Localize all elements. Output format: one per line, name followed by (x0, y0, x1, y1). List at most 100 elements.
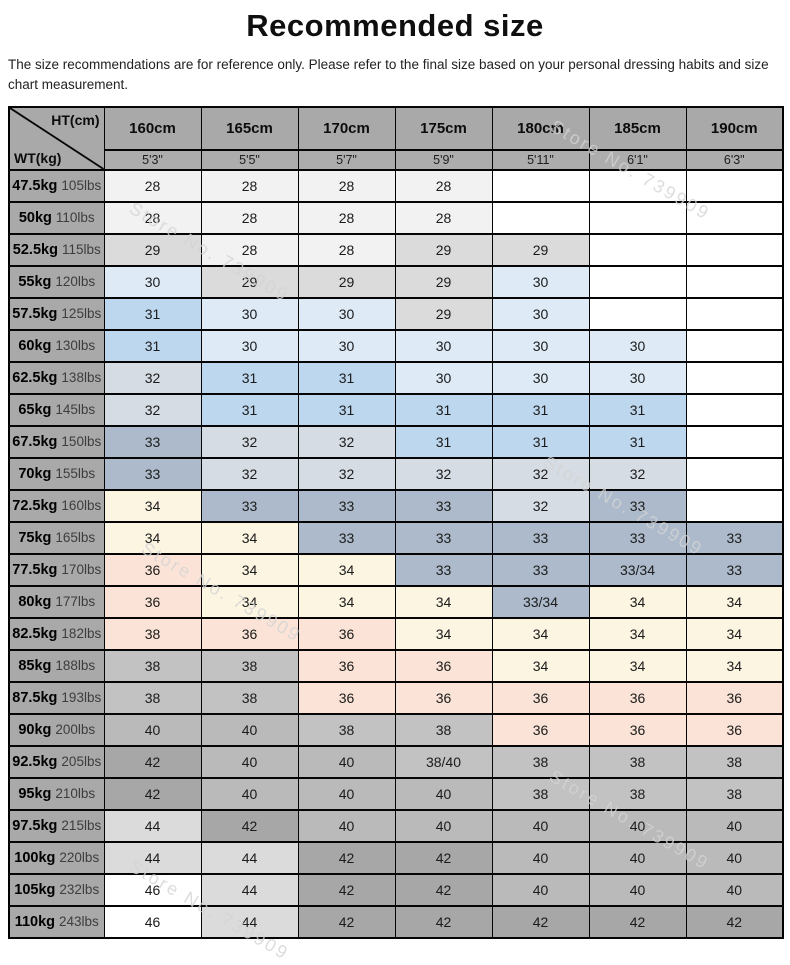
weight-row-label: 57.5kg 125lbs (8, 297, 105, 332)
size-cell: 30 (588, 329, 687, 364)
size-cell: 33 (685, 553, 784, 588)
table-row: 57.5kg 125lbs 31 30 30 29 30 (8, 297, 784, 332)
size-cell: 44 (200, 841, 299, 876)
weight-lbs: 182lbs (61, 626, 102, 642)
size-cell: 34 (200, 521, 299, 556)
weight-row-label: 95kg 210lbs (8, 777, 105, 812)
weight-row-label: 90kg 200lbs (8, 713, 105, 748)
weight-kg: 97.5kg (12, 818, 58, 835)
size-cell: 34 (685, 649, 784, 684)
weight-row-label: 65kg 145lbs (8, 393, 105, 428)
weight-kg: 77.5kg (12, 562, 58, 579)
size-cell: 31 (200, 361, 299, 396)
table-row: 92.5kg 205lbs 42 40 40 38/40 38 38 38 (8, 745, 784, 780)
weight-lbs: 210lbs (55, 786, 96, 802)
size-cell: 38 (685, 745, 784, 780)
empty-cell (685, 489, 784, 524)
weight-lbs: 150lbs (61, 434, 102, 450)
weight-row-label: 77.5kg 170lbs (8, 553, 105, 588)
size-cell: 40 (491, 841, 590, 876)
size-table-body: 47.5kg 105lbs 28 28 28 28 50kg 110lbs 28 28 28 28 52… (8, 169, 784, 940)
size-cell: 34 (297, 585, 396, 620)
size-cell: 38/40 (394, 745, 493, 780)
table-row: 97.5kg 215lbs 44 42 40 40 40 40 40 (8, 809, 784, 844)
size-cell: 38 (103, 681, 202, 716)
empty-cell (588, 169, 687, 204)
size-cell: 32 (297, 457, 396, 492)
height-ft-header: 5'11" (491, 149, 590, 172)
weight-row-label: 75kg 165lbs (8, 521, 105, 556)
weight-lbs: 110lbs (55, 210, 95, 226)
size-cell: 34 (103, 489, 202, 524)
empty-cell (685, 329, 784, 364)
height-cm-header-row: HT(cm) WT(kg) 160cm 165cm 170cm 175cm 180cm 1… (8, 106, 784, 172)
size-cell: 40 (685, 809, 784, 844)
size-cell: 32 (103, 361, 202, 396)
weight-kg: 70kg (18, 466, 52, 483)
size-cell: 28 (297, 233, 396, 268)
size-cell: 31 (394, 425, 493, 460)
size-cell: 34 (200, 585, 299, 620)
weight-lbs: 220lbs (59, 850, 100, 866)
size-cell: 38 (103, 649, 202, 684)
size-cell: 31 (103, 329, 202, 364)
table-row: 52.5kg 115lbs 29 28 28 29 29 (8, 233, 784, 268)
size-cell: 34 (588, 649, 687, 684)
weight-lbs: 160lbs (61, 498, 102, 514)
size-cell: 38 (588, 745, 687, 780)
weight-row-label: 92.5kg 205lbs (8, 745, 105, 780)
size-cell: 44 (200, 873, 299, 908)
height-ft-header-row: 5'3" 5'5" 5'7" 5'9" 5'11" 6'1" 6'3" (9, 149, 784, 172)
weight-lbs: 145lbs (55, 402, 96, 418)
size-cell: 38 (297, 713, 396, 748)
weight-kg: 95kg (18, 786, 52, 803)
weight-lbs: 232lbs (59, 882, 100, 898)
table-row: 85kg 188lbs 38 38 36 36 34 34 34 (8, 649, 784, 684)
size-cell: 40 (200, 777, 299, 812)
weight-lbs: 177lbs (55, 594, 96, 610)
weight-kg: 85kg (18, 658, 52, 675)
size-cell: 33 (394, 521, 493, 556)
size-cell: 29 (297, 265, 396, 300)
size-cell: 34 (394, 617, 493, 652)
empty-cell (685, 425, 784, 460)
height-cm-header: 185cm (588, 106, 687, 152)
size-cell: 32 (491, 457, 590, 492)
table-row: 70kg 155lbs 33 32 32 32 32 32 (8, 457, 784, 492)
size-cell: 42 (394, 873, 493, 908)
weight-row-label: 67.5kg 150lbs (8, 425, 105, 460)
weight-row-label: 110kg 243lbs (8, 905, 105, 940)
weight-kg: 57.5kg (12, 306, 58, 323)
weight-lbs: 120lbs (55, 274, 96, 290)
size-cell: 42 (200, 809, 299, 844)
size-cell: 38 (200, 681, 299, 716)
size-cell: 32 (103, 393, 202, 428)
weight-kg: 60kg (18, 338, 52, 355)
size-cell: 31 (103, 297, 202, 332)
size-cell: 36 (394, 681, 493, 716)
size-cell: 33 (685, 521, 784, 556)
size-cell: 30 (588, 361, 687, 396)
size-cell: 32 (588, 457, 687, 492)
weight-kg: 50kg (18, 210, 52, 227)
size-cell: 40 (297, 777, 396, 812)
size-cell: 32 (200, 425, 299, 460)
size-cell: 42 (103, 777, 202, 812)
size-cell: 42 (588, 905, 687, 940)
size-cell: 44 (103, 841, 202, 876)
size-cell: 34 (685, 585, 784, 620)
height-cm-header: 190cm (685, 106, 784, 152)
size-cell: 36 (297, 649, 396, 684)
size-cell: 40 (491, 873, 590, 908)
size-cell: 33 (103, 425, 202, 460)
table-row: 100kg 220lbs 44 44 42 42 40 40 40 (8, 841, 784, 876)
size-cell: 28 (200, 201, 299, 236)
size-cell: 28 (200, 233, 299, 268)
height-cm-header: 165cm (200, 106, 299, 152)
weight-lbs: 105lbs (61, 178, 102, 194)
size-cell: 33 (491, 553, 590, 588)
size-cell: 38 (685, 777, 784, 812)
empty-cell (588, 233, 687, 268)
size-cell: 28 (103, 201, 202, 236)
empty-cell (685, 201, 784, 236)
